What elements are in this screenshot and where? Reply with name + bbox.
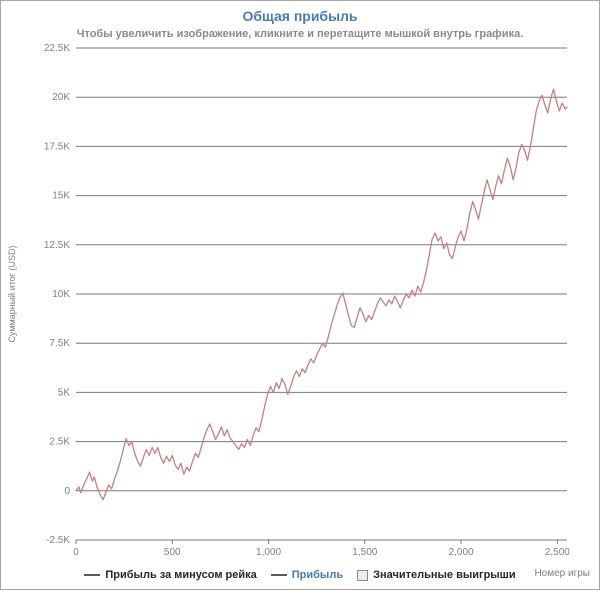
y-tick-label: 22.5K <box>44 43 70 54</box>
x-axis-title: Номер игры <box>534 568 590 579</box>
x-tick-label: 500 <box>164 547 181 558</box>
legend-label-profit[interactable]: Прибыль <box>291 569 344 581</box>
x-tick-label: 1,000 <box>256 547 281 558</box>
legend-item-significant-wins: Значительные выигрыши <box>357 569 516 581</box>
legend-item-profit-minus-rake: Прибыль за минусом рейка <box>84 569 257 581</box>
chart-title: Общая прибыль <box>242 8 358 24</box>
y-tick-label: 12.5K <box>44 240 70 251</box>
y-tick-label: -2.5K <box>46 535 70 546</box>
y-tick-label: 20K <box>52 92 70 103</box>
x-tick-label: 1,500 <box>352 547 377 558</box>
line-swatch-icon <box>84 574 101 576</box>
legend-label-profit-minus-rake: Прибыль за минусом рейка <box>105 569 257 581</box>
line-swatch-icon <box>270 574 287 576</box>
profit-line <box>75 88 568 501</box>
y-tick-label: 0 <box>64 486 70 497</box>
y-tick-label: 5K <box>58 387 71 398</box>
y-tick-label: 17.5K <box>44 141 70 152</box>
y-tick-label: 15K <box>52 191 70 202</box>
x-tick-label: 0 <box>73 547 79 558</box>
y-axis-title: Суммарный итог (USD) <box>7 245 17 342</box>
chart-subtitle: Чтобы увеличить изображение, кликните и … <box>76 28 524 40</box>
x-tick-label: 2,000 <box>449 547 474 558</box>
chart-legend: Прибыль за минусом рейка Прибыль Значите… <box>1 569 599 581</box>
legend-item-profit[interactable]: Прибыль <box>270 569 344 581</box>
y-tick-label: 2.5K <box>49 437 70 448</box>
y-tick-label: 7.5K <box>49 338 70 349</box>
legend-label-significant-wins: Значительные выигрыши <box>373 569 516 581</box>
y-tick-label: 10K <box>52 289 70 300</box>
square-swatch-icon <box>357 569 369 581</box>
x-tick-label: 2,500 <box>545 547 570 558</box>
